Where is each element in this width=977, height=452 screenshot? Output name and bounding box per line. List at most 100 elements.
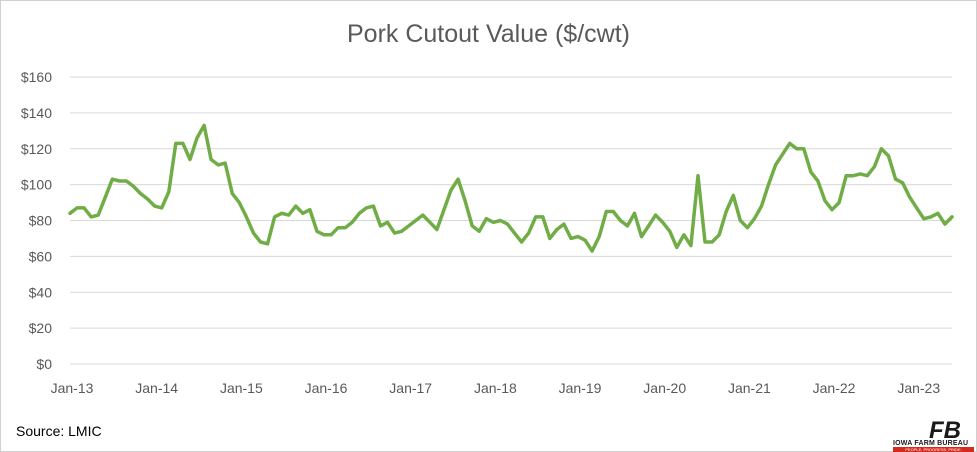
data-point <box>174 141 178 145</box>
data-point <box>682 233 686 237</box>
data-point <box>943 222 947 226</box>
data-point <box>294 204 298 208</box>
data-point <box>513 231 517 235</box>
data-point <box>343 226 347 230</box>
data-point <box>386 220 390 224</box>
data-point <box>795 147 799 151</box>
data-point <box>371 204 375 208</box>
y-tick-label: $160 <box>21 69 52 85</box>
data-point <box>576 235 580 239</box>
data-point <box>520 240 524 244</box>
data-point <box>188 158 192 162</box>
data-point <box>922 217 926 221</box>
data-point <box>830 208 834 212</box>
y-tick-label: $60 <box>29 248 53 264</box>
data-point <box>872 165 876 169</box>
data-point <box>181 141 185 145</box>
series-group <box>68 123 954 253</box>
y-tick-label: $140 <box>21 105 52 121</box>
data-point <box>315 229 319 233</box>
x-tick-labels: Jan-13 Jan-14 Jan-15 Jan-16 Jan-17 Jan-18 Jan-… <box>51 380 941 396</box>
data-point <box>505 222 509 226</box>
data-point <box>879 147 883 151</box>
data-point <box>837 201 841 205</box>
data-point <box>442 208 446 212</box>
data-point <box>781 152 785 156</box>
data-point <box>597 235 601 239</box>
x-tick-label: Jan-19 <box>559 380 602 396</box>
data-point <box>75 206 79 210</box>
data-point <box>237 201 241 205</box>
data-point <box>851 174 855 178</box>
data-point <box>541 215 545 219</box>
data-point <box>647 224 651 228</box>
data-point <box>696 174 700 178</box>
data-point <box>364 206 368 210</box>
data-point <box>477 229 481 233</box>
data-point <box>82 206 86 210</box>
data-point <box>223 161 227 165</box>
x-tick-label: Jan-13 <box>51 380 94 396</box>
data-point <box>280 211 284 215</box>
data-point <box>527 231 531 235</box>
data-point <box>393 231 397 235</box>
data-point <box>407 224 411 228</box>
y-tick-label: $100 <box>21 177 52 193</box>
data-point <box>301 211 305 215</box>
data-point <box>858 172 862 176</box>
y-tick-label: $80 <box>29 213 53 229</box>
data-point <box>449 188 453 192</box>
data-point <box>752 217 756 221</box>
logo-mark: FB <box>929 417 961 444</box>
data-point <box>216 163 220 167</box>
iowa-farm-bureau-logo: FB <box>929 417 961 444</box>
data-point <box>562 222 566 226</box>
data-point <box>400 229 404 233</box>
data-point <box>96 213 100 217</box>
data-point <box>908 195 912 199</box>
data-point <box>724 210 728 214</box>
data-point <box>230 192 234 196</box>
data-point <box>357 211 361 215</box>
data-point <box>273 215 277 219</box>
data-point <box>703 240 707 244</box>
x-tick-label: Jan-22 <box>813 380 856 396</box>
data-point <box>894 177 898 181</box>
data-point <box>146 197 150 201</box>
grid-lines <box>70 76 952 365</box>
data-point <box>759 204 763 208</box>
data-point <box>717 233 721 237</box>
x-tick-label: Jan-14 <box>135 380 178 396</box>
data-point <box>167 190 171 194</box>
data-point <box>428 220 432 224</box>
data-point <box>244 215 248 219</box>
data-point <box>435 227 439 231</box>
y-tick-label: $20 <box>29 320 53 336</box>
data-point <box>661 220 665 224</box>
data-point <box>124 179 128 183</box>
data-point <box>590 249 594 253</box>
data-point <box>484 217 488 221</box>
data-point <box>654 213 658 217</box>
data-point <box>68 211 72 215</box>
data-point <box>710 240 714 244</box>
data-point <box>414 219 418 222</box>
data-point <box>548 236 552 240</box>
data-point <box>809 170 813 174</box>
data-point <box>632 211 636 215</box>
logo-text: IOWA FARM BUREAU <box>893 440 969 447</box>
x-tick-label: Jan-15 <box>220 380 263 396</box>
data-point <box>625 224 629 228</box>
data-point <box>738 219 742 222</box>
chart-title: Pork Cutout Value ($/cwt) <box>347 20 630 48</box>
data-point <box>132 184 136 188</box>
series-line <box>68 123 954 253</box>
y-tick-labels: $0 $20 $40 $60 $80 $100 $120 $140 $160 <box>21 69 52 372</box>
data-point <box>915 206 919 210</box>
data-point <box>202 123 206 127</box>
data-point <box>886 154 890 158</box>
data-point <box>555 227 559 231</box>
data-point <box>378 224 382 228</box>
data-point <box>251 231 255 235</box>
data-point <box>89 215 93 219</box>
